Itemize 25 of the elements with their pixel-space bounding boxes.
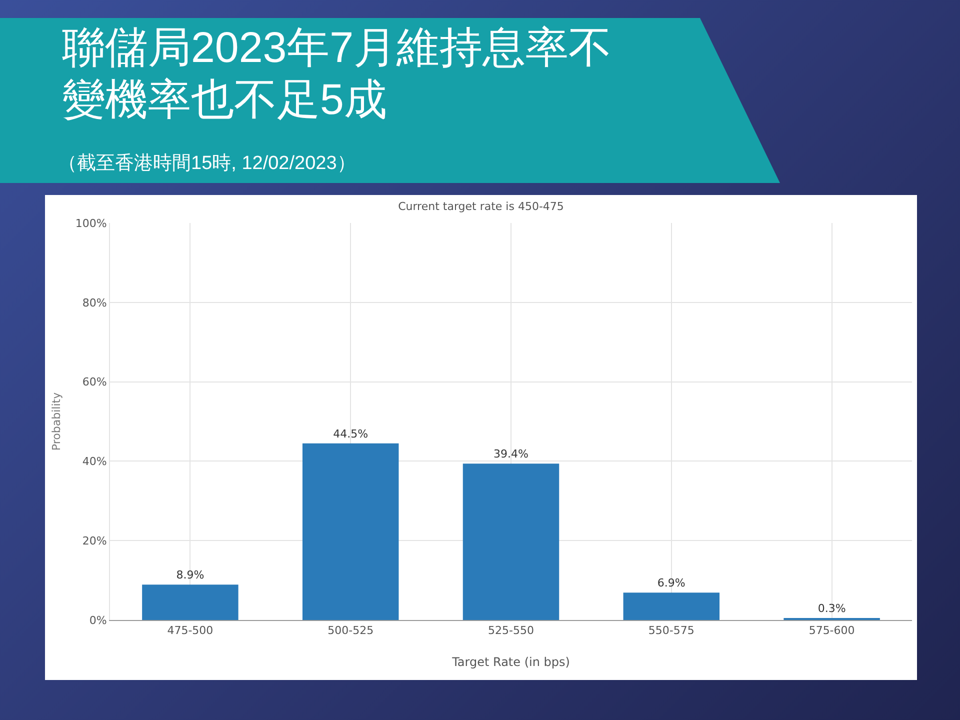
y-tick-label: 0% [89,614,107,627]
bar [623,592,720,620]
bar [142,584,238,620]
text: （截至香港時間15時, 12/02/2023） [58,152,356,176]
data-label: 44.5% [333,427,368,440]
y-tick-label: 40% [82,455,107,468]
chart-subtitle: Current target rate is 450-475 [398,200,564,213]
data-label: 6.9% [657,576,686,590]
y-tick-label: 20% [82,534,107,548]
x-axis-title: Target Rate (in bps) [451,655,570,669]
y-tick-label: 80% [82,296,107,310]
x-tick-label: 500-525 [328,624,374,638]
chart-title: 聯儲局2023年7月維持息率不變機率也不足5成 [62,23,613,126]
data-label: 8.9% [176,568,204,582]
x-tick-label: 525-550 [488,624,534,638]
x-tick-label: 550-575 [648,624,694,638]
bar [302,443,399,620]
x-tick-label: 475-500 [167,624,214,638]
y-axis-title: Probability [50,392,63,451]
bar [462,464,560,620]
data-label: 39.4% [494,448,528,461]
y-tick-label: 100% [75,216,107,230]
y-tick-label: 60% [82,376,107,389]
data-label: 0.3% [818,602,846,615]
x-tick-label: 575-600 [808,624,855,638]
